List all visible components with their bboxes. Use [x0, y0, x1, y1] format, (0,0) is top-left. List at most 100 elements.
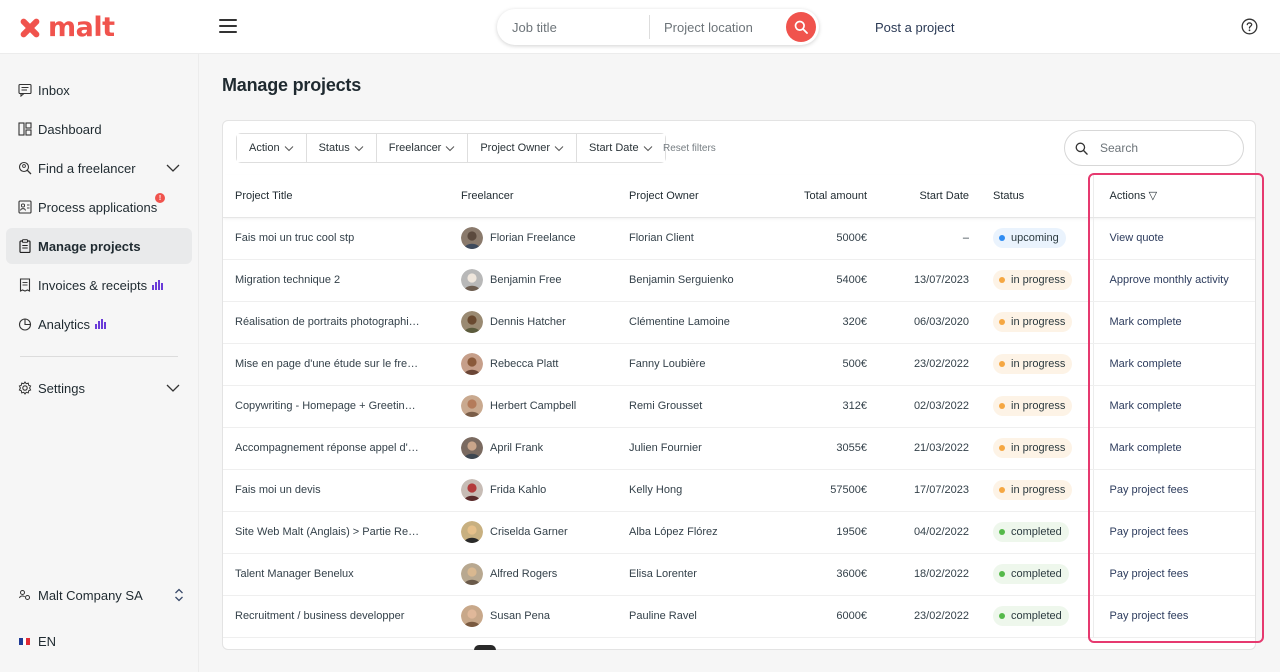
- sidebar-item-inbox[interactable]: Inbox: [6, 72, 192, 108]
- filter-action[interactable]: Action: [237, 134, 307, 162]
- search-input[interactable]: [1100, 141, 1230, 155]
- table-row[interactable]: Recruitment / business developper Susan …: [223, 595, 1255, 638]
- row-action-link[interactable]: Pay project fees: [1109, 526, 1189, 538]
- project-title-cell[interactable]: Talent Manager Benelux: [223, 553, 461, 596]
- job-title-input[interactable]: [512, 9, 642, 45]
- search-submit-button[interactable]: [786, 12, 816, 42]
- project-location-input[interactable]: [664, 9, 774, 45]
- column-header-freelancer[interactable]: Freelancer: [461, 175, 617, 218]
- freelancer-cell[interactable]: Criselda Garner: [461, 511, 617, 554]
- project-title-cell[interactable]: Recruitment / business developper: [223, 595, 461, 638]
- table-row[interactable]: Mise en page d'une étude sur le freel...…: [223, 343, 1255, 386]
- company-switcher[interactable]: Malt Company SA: [18, 585, 184, 605]
- sidebar-item-manage-projects[interactable]: Manage projects: [6, 228, 192, 264]
- project-owner-cell: Alba López Flórez: [617, 511, 767, 554]
- project-title-cell[interactable]: Copywriting - Homepage + Greeting ...: [223, 385, 461, 428]
- search-separator: [649, 15, 650, 39]
- freelancer-cell[interactable]: Alfred Rogers: [461, 553, 617, 596]
- sidebar-item-label: Settings: [38, 380, 85, 396]
- column-header-owner[interactable]: Project Owner: [617, 175, 767, 218]
- total-amount-cell: 3055€: [767, 427, 867, 470]
- company-name: Malt Company SA: [38, 587, 143, 603]
- freelancer-name: Alfred Rogers: [490, 568, 558, 580]
- freelancer-cell[interactable]: April Frank: [461, 427, 617, 470]
- sidebar-item-label: Process applications: [38, 199, 158, 215]
- column-header-title[interactable]: Project Title: [223, 175, 461, 218]
- column-header-actions[interactable]: Actions ▽: [1092, 175, 1255, 218]
- table-row[interactable]: Fais moi un truc cool stp Florian Freela…: [223, 217, 1255, 260]
- project-title-cell[interactable]: Fais moi un truc cool stp: [223, 217, 461, 260]
- language-selector[interactable]: EN: [19, 634, 56, 649]
- freelancer-cell[interactable]: Florian Freelance: [461, 217, 617, 260]
- actions-cell: Pay project fees: [1092, 511, 1255, 554]
- filter-project-owner[interactable]: Project Owner: [468, 134, 578, 162]
- table-row[interactable]: Site Web Malt (Anglais) > Partie Relec..…: [223, 511, 1255, 554]
- status-dot-icon: [999, 487, 1005, 493]
- filter-freelancer[interactable]: Freelancer: [376, 134, 469, 162]
- table-row[interactable]: Accompagnement réponse appel d'o... Apri…: [223, 427, 1255, 470]
- malt-logo[interactable]: malt: [16, 12, 115, 43]
- status-label: in progress: [1011, 484, 1066, 496]
- row-action-link[interactable]: Pay project fees: [1109, 610, 1189, 622]
- project-title-cell[interactable]: Mise en page d'une étude sur le freel...: [223, 343, 461, 386]
- status-cell: completed: [969, 595, 1093, 638]
- filter-start-date[interactable]: Start Date: [577, 134, 665, 162]
- sidebar-item-settings[interactable]: Settings: [6, 370, 192, 406]
- row-action-link[interactable]: Mark complete: [1109, 400, 1182, 412]
- filter-status[interactable]: Status: [306, 134, 377, 162]
- chevron-down-icon[interactable]: [166, 382, 180, 394]
- column-header-amount[interactable]: Total amount: [767, 175, 867, 218]
- status-cell: completed: [969, 553, 1093, 596]
- table-row[interactable]: Migration technique 2 Benjamin Free Benj…: [223, 259, 1255, 302]
- freelancer-cell[interactable]: Rebecca Platt: [461, 343, 617, 386]
- row-action-link[interactable]: Mark complete: [1109, 316, 1182, 328]
- row-action-link[interactable]: Mark complete: [1109, 358, 1182, 370]
- project-title-cell[interactable]: Migration technique 2: [223, 259, 461, 302]
- table-row[interactable]: Talent Manager Benelux Alfred Rogers Eli…: [223, 553, 1255, 596]
- actions-cell: Pay project fees: [1092, 469, 1255, 512]
- sidebar-item-dashboard[interactable]: Dashboard: [6, 111, 192, 147]
- actions-cell: Pay project fees: [1092, 595, 1255, 638]
- avatar: [461, 605, 483, 627]
- freelancer-cell[interactable]: Benjamin Free: [461, 259, 617, 302]
- header-search: [497, 9, 819, 45]
- table-search: [1064, 130, 1244, 166]
- column-header-date[interactable]: Start Date: [867, 175, 969, 218]
- post-project-link[interactable]: Post a project: [875, 20, 955, 35]
- projects-table: Project Title Freelancer Project Owner T…: [223, 175, 1255, 638]
- status-cell: in progress: [969, 343, 1093, 386]
- project-owner-cell: Pauline Ravel: [617, 595, 767, 638]
- start-date-cell: –: [867, 217, 969, 260]
- sidebar-item-analytics[interactable]: Analytics: [6, 306, 192, 342]
- sidebar-item-label: Invoices & receipts: [38, 277, 148, 293]
- row-action-link[interactable]: View quote: [1109, 232, 1164, 244]
- avatar: [461, 311, 483, 333]
- project-title-cell[interactable]: Site Web Malt (Anglais) > Partie Relec..…: [223, 511, 461, 554]
- sidebar-item-process-applications[interactable]: Process applications !: [6, 189, 192, 225]
- project-title-cell[interactable]: Fais moi un devis: [223, 469, 461, 512]
- france-flag-icon: [19, 638, 31, 645]
- question-circle-icon[interactable]: [1241, 18, 1258, 35]
- reset-filters-link[interactable]: Reset filters: [663, 143, 716, 154]
- freelancer-cell[interactable]: Dennis Hatcher: [461, 301, 617, 344]
- column-header-status[interactable]: Status: [969, 175, 1093, 218]
- chevron-down-icon[interactable]: [166, 162, 180, 174]
- sidebar-item-invoices[interactable]: Invoices & receipts: [6, 267, 192, 303]
- table-row[interactable]: Copywriting - Homepage + Greeting ... He…: [223, 385, 1255, 428]
- row-action-link[interactable]: Pay project fees: [1109, 568, 1189, 580]
- freelancer-cell[interactable]: Frida Kahlo: [461, 469, 617, 512]
- sidebar-item-find-freelancer[interactable]: Find a freelancer: [6, 150, 192, 186]
- actions-cell: View quote: [1092, 217, 1255, 260]
- row-action-link[interactable]: Mark complete: [1109, 442, 1182, 454]
- project-title-cell[interactable]: Accompagnement réponse appel d'o...: [223, 427, 461, 470]
- freelancer-cell[interactable]: Susan Pena: [461, 595, 617, 638]
- freelancer-cell[interactable]: Herbert Campbell: [461, 385, 617, 428]
- row-action-link[interactable]: Pay project fees: [1109, 484, 1189, 496]
- project-title-cell[interactable]: Réalisation de portraits photographiq...: [223, 301, 461, 344]
- table-row[interactable]: Fais moi un devis Frida Kahlo Kelly Hong…: [223, 469, 1255, 512]
- status-label: in progress: [1011, 358, 1066, 370]
- hamburger-icon[interactable]: [219, 19, 237, 33]
- table-row[interactable]: Réalisation de portraits photographiq...…: [223, 301, 1255, 344]
- total-amount-cell: 57500€: [767, 469, 867, 512]
- row-action-link[interactable]: Approve monthly activity: [1109, 274, 1229, 286]
